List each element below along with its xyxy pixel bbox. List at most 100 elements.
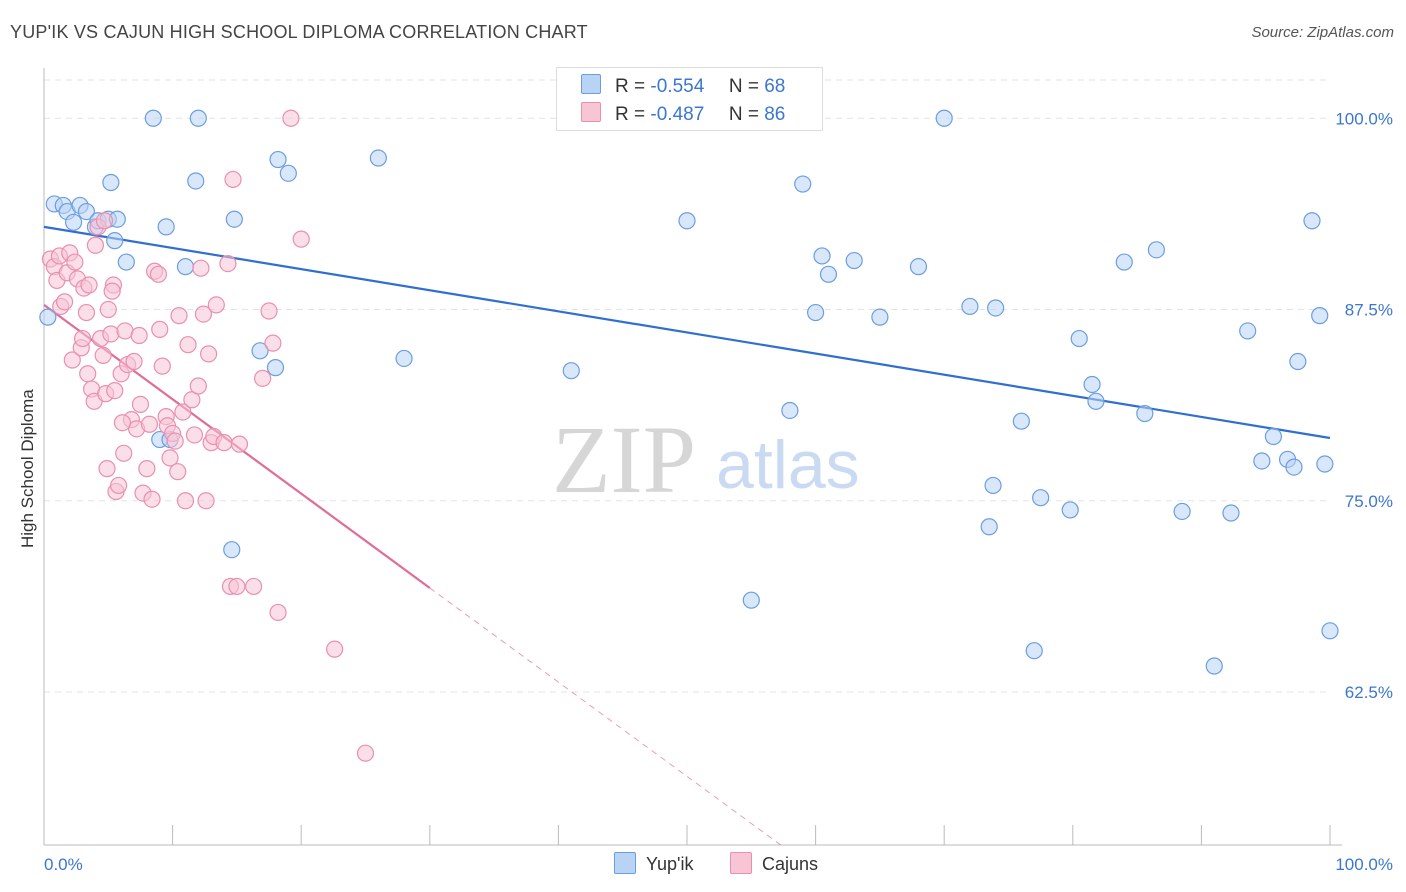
- n-value-yupik: 68: [764, 76, 786, 97]
- point-yupik: [819, 265, 838, 283]
- tick-labels: 100.0% 87.5% 75.0% 62.5% 0.0% 100.0%: [44, 109, 1393, 874]
- data-points: [39, 109, 1339, 762]
- legend-item-yupik: Yup'ik: [614, 852, 693, 875]
- y-tick-label: 100.0%: [1335, 109, 1393, 128]
- point-cajuns: [179, 336, 197, 354]
- point-cajuns: [228, 577, 246, 596]
- point-yupik: [189, 109, 207, 127]
- point-yupik: [980, 518, 998, 536]
- point-cajuns: [207, 296, 225, 314]
- point-cajuns: [174, 403, 192, 421]
- point-yupik: [106, 232, 124, 250]
- point-yupik: [1311, 307, 1329, 325]
- point-cajuns: [183, 391, 201, 409]
- point-cajuns: [170, 307, 188, 325]
- point-cajuns: [103, 282, 121, 300]
- point-yupik: [1173, 502, 1191, 521]
- point-yupik: [269, 150, 287, 169]
- point-cajuns: [219, 255, 237, 273]
- point-cajuns: [326, 640, 344, 658]
- point-yupik: [102, 173, 120, 192]
- point-yupik: [117, 253, 135, 271]
- point-cajuns: [130, 326, 148, 345]
- point-cajuns: [356, 744, 375, 762]
- chart-title: YUP'IK VS CAJUN HIGH SCHOOL DIPLOMA CORR…: [10, 22, 588, 42]
- point-yupik: [1083, 375, 1101, 394]
- watermark-zip: ZIP: [552, 406, 696, 513]
- point-yupik: [1253, 452, 1271, 470]
- y-tick-label: 87.5%: [1345, 301, 1393, 320]
- point-cajuns: [282, 109, 300, 127]
- point-yupik: [266, 359, 285, 377]
- point-yupik: [1321, 622, 1339, 640]
- point-cajuns: [197, 492, 215, 510]
- point-yupik: [1087, 392, 1105, 410]
- point-yupik: [1285, 458, 1303, 476]
- point-cajuns: [109, 476, 128, 495]
- point-cajuns: [149, 265, 168, 283]
- point-yupik: [395, 349, 413, 368]
- point-yupik: [176, 258, 195, 276]
- watermark: ZIP atlas: [552, 406, 860, 513]
- point-yupik: [1061, 501, 1079, 519]
- point-cajuns: [169, 463, 187, 481]
- point-cajuns: [194, 305, 213, 323]
- point-yupik: [1115, 253, 1133, 271]
- point-yupik: [678, 212, 696, 230]
- point-cajuns: [269, 603, 287, 622]
- n-value-cajuns: 86: [764, 104, 786, 125]
- point-yupik: [157, 218, 175, 236]
- point-yupik: [187, 172, 205, 190]
- point-yupik: [984, 476, 1002, 495]
- point-cajuns: [116, 322, 134, 340]
- point-cajuns: [260, 302, 278, 320]
- legend-row-cajuns: R = -0.487 N = 86: [581, 102, 785, 128]
- point-cajuns: [254, 369, 272, 387]
- point-yupik: [1136, 404, 1154, 423]
- point-cajuns: [131, 395, 150, 413]
- stats-legend: R = -0.554 N = 68 R = -0.487 N = 86: [556, 67, 823, 131]
- legend-label-yupik: Yup'ik: [646, 854, 694, 874]
- point-yupik: [742, 591, 760, 609]
- point-yupik: [1316, 455, 1334, 473]
- point-yupik: [1303, 212, 1321, 230]
- point-cajuns: [189, 377, 207, 395]
- point-yupik: [1264, 427, 1283, 446]
- x-tick-label: 100.0%: [1335, 855, 1393, 874]
- trend-line-cajuns-extension: [429, 587, 781, 846]
- axes: [43, 68, 1342, 846]
- point-yupik: [1012, 412, 1030, 430]
- point-cajuns: [73, 329, 92, 348]
- source-label: Source: ZipAtlas.com: [1251, 24, 1394, 41]
- point-cajuns: [63, 351, 81, 369]
- point-cajuns: [245, 577, 263, 596]
- legend-swatch-yupik: [614, 852, 636, 874]
- point-yupik: [251, 342, 269, 360]
- point-cajuns: [80, 276, 98, 294]
- point-cajuns: [115, 444, 133, 462]
- point-cajuns: [224, 170, 242, 189]
- point-yupik: [961, 297, 979, 316]
- point-cajuns: [77, 303, 96, 322]
- point-cajuns: [166, 432, 184, 450]
- point-yupik: [64, 213, 83, 231]
- point-yupik: [279, 164, 297, 182]
- point-cajuns: [86, 236, 105, 254]
- point-cajuns: [79, 365, 97, 383]
- point-cajuns: [264, 334, 282, 352]
- point-yupik: [813, 247, 831, 265]
- point-cajuns: [106, 381, 124, 400]
- point-cajuns: [292, 230, 310, 248]
- point-cajuns: [153, 357, 171, 375]
- point-yupik: [1070, 329, 1088, 348]
- y-tick-label: 62.5%: [1345, 683, 1393, 702]
- point-yupik: [845, 251, 863, 270]
- n-label: N =: [728, 76, 759, 97]
- point-cajuns: [125, 352, 143, 371]
- point-yupik: [987, 299, 1005, 317]
- legend-swatch-yupik: [581, 74, 601, 94]
- n-label: N =: [728, 104, 759, 125]
- point-yupik: [1032, 489, 1050, 507]
- point-cajuns: [143, 490, 161, 508]
